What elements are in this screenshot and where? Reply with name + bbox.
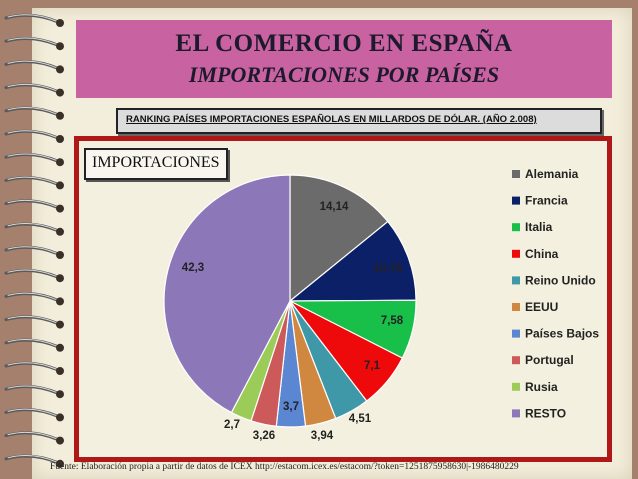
legend-entry-portugal: Portugal — [525, 353, 574, 367]
legend-entry-eeuu: EEUU — [525, 300, 558, 314]
legend-swatch — [512, 329, 520, 338]
legend-swatch — [512, 196, 520, 205]
data-label-alemania: 14,14 — [320, 201, 349, 213]
source-note: Fuente: Elaboración propia a partir de d… — [50, 462, 519, 472]
ranking-caption: RANKING PAÍSES IMPORTACIONES ESPAÑOLAS E… — [126, 114, 537, 125]
legend-entry-italia: Italia — [525, 220, 553, 234]
legend-entry-alemania: Alemania — [525, 167, 579, 181]
legend-entry-reino-unido: Reino Unido — [525, 273, 596, 287]
legend-swatch — [512, 249, 520, 258]
legend-entry-resto: RESTO — [525, 406, 566, 420]
pie-slice-francia — [288, 220, 417, 302]
chart-badge: IMPORTACIONES — [84, 148, 228, 180]
legend-swatch — [512, 303, 520, 311]
legend-swatch — [512, 356, 520, 365]
spiral-binding — [4, 13, 64, 468]
pie-slice-alemania — [289, 174, 389, 303]
data-label-reino-unido: 4,51 — [349, 413, 372, 425]
legend-swatch — [512, 276, 520, 285]
data-label-china: 7,1 — [364, 360, 381, 372]
legend-swatch — [512, 382, 520, 391]
data-label-francia: 10,76 — [374, 263, 403, 275]
legend-entry-países-bajos: Países Bajos — [525, 327, 599, 341]
data-label-rusia: 2,7 — [224, 419, 240, 431]
chart-badge-label: IMPORTACIONES — [92, 154, 220, 171]
data-label-eeuu: 3,94 — [311, 430, 334, 442]
page-subtitle: IMPORTACIONES POR PAÍSES — [188, 62, 500, 87]
page-title: EL COMERCIO EN ESPAÑA — [175, 30, 513, 57]
legend-swatch — [512, 223, 520, 232]
legend-entry-rusia: Rusia — [525, 380, 558, 394]
legend-swatch — [512, 170, 520, 178]
title-banner — [76, 20, 612, 98]
pie-slice-resto — [163, 174, 291, 414]
data-label-países-bajos: 3,7 — [283, 401, 299, 413]
data-label-portugal: 3,26 — [253, 430, 275, 442]
ranking-caption-box: RANKING PAÍSES IMPORTACIONES ESPAÑOLAS E… — [116, 108, 602, 134]
legend-swatch — [512, 409, 520, 418]
data-label-italia: 7,58 — [381, 315, 404, 327]
legend-entry-francia: Francia — [525, 194, 568, 208]
data-label-resto: 42,3 — [182, 262, 204, 274]
legend-entry-china: China — [525, 247, 559, 261]
